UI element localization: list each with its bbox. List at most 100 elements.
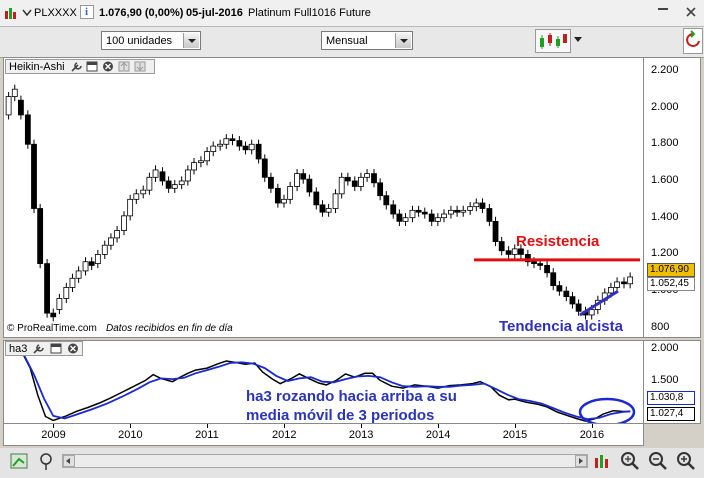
x-tick-mark	[437, 424, 439, 428]
minimize-icon[interactable]	[658, 8, 668, 10]
cursor-icon[interactable]	[38, 452, 56, 472]
horizontal-scrollbar[interactable]	[62, 454, 588, 468]
candle-body	[50, 312, 57, 318]
x-tick-label: 2011	[195, 429, 219, 441]
y-tick-label: 2.000	[651, 341, 679, 354]
window-icon[interactable]	[50, 343, 62, 354]
time-axis-labels: 2009 2010 2011 2012 2013 2014 2015 2016	[4, 424, 644, 444]
trend-line	[579, 289, 619, 317]
chevron-left-icon	[66, 458, 70, 464]
sync-button[interactable]	[683, 28, 703, 54]
candle-body	[544, 265, 550, 274]
candle-body	[608, 287, 614, 294]
candle-body	[569, 296, 576, 305]
candle-body	[75, 270, 82, 279]
candle-body	[460, 209, 467, 213]
period-select[interactable]: Mensual	[321, 31, 413, 50]
y-tick-label: 1.400	[651, 210, 679, 223]
candle-body	[159, 171, 166, 182]
chevron-down-icon[interactable]	[573, 36, 583, 44]
candle-body	[242, 145, 249, 151]
trend-annotation: Tendencia alcista	[499, 318, 623, 335]
candle-body	[556, 285, 563, 292]
ticker-symbol: PLXXXX	[34, 7, 77, 19]
candle-body	[217, 143, 224, 147]
candle-body	[261, 158, 268, 178]
candle-body	[165, 180, 172, 189]
indicator-panel-header: ha3	[5, 341, 83, 356]
candle-body	[383, 195, 390, 206]
zoom-in-icon[interactable]	[676, 451, 696, 473]
candle-body	[63, 287, 70, 299]
chevron-down-icon[interactable]	[395, 33, 411, 48]
move-down-icon[interactable]	[134, 61, 146, 72]
move-up-icon[interactable]	[118, 61, 130, 72]
chart-type-button[interactable]	[535, 29, 571, 53]
scroll-left-button[interactable]	[63, 455, 75, 467]
x-tick-label: 2010	[118, 429, 143, 441]
chevron-down-icon[interactable]	[183, 33, 199, 48]
candle-body	[281, 198, 287, 204]
candle-body	[287, 186, 294, 200]
candle-body	[5, 96, 12, 116]
zoom-out-icon[interactable]	[648, 451, 668, 473]
main-chart-panel[interactable]	[3, 57, 644, 338]
candle-body	[371, 173, 377, 184]
candle-body	[18, 99, 24, 116]
candle-body	[133, 193, 140, 200]
candle-body	[550, 272, 557, 287]
close-icon[interactable]	[67, 343, 79, 354]
candle-body	[518, 248, 524, 255]
price-axis	[644, 57, 701, 338]
candle-body	[588, 309, 595, 316]
instrument-name: Platinum Full1016 Future	[248, 7, 371, 19]
chevron-down-icon[interactable]	[22, 9, 32, 17]
zoom-fit-icon[interactable]	[620, 451, 640, 473]
x-tick-mark	[130, 424, 132, 428]
candle-body	[409, 209, 416, 219]
main-chart-svg	[5, 84, 640, 322]
candle-body	[511, 248, 518, 255]
candle-body	[505, 250, 512, 255]
candle-body	[191, 162, 197, 171]
y-tick-label: 1.200	[651, 247, 679, 260]
bottom-bar	[0, 448, 704, 478]
candle-body	[88, 261, 95, 266]
candle-body	[101, 244, 108, 255]
quote-date: 05-jul-2016	[186, 7, 243, 19]
candle-body	[498, 241, 505, 252]
credit-text: © ProRealTime.com	[7, 323, 97, 334]
window-title-bar: PLXXXX i 1.076,90 (0,00%) 05-jul-2016 Pl…	[0, 0, 704, 27]
scroll-right-button[interactable]	[575, 455, 587, 467]
candle-body	[268, 176, 274, 189]
units-select-value: 100 unidades	[106, 35, 173, 47]
add-indicator-icon[interactable]	[594, 452, 612, 472]
wrench-icon[interactable]	[70, 61, 82, 72]
candle-body	[127, 198, 134, 217]
candle-body	[56, 298, 63, 310]
window-icon[interactable]	[86, 61, 98, 72]
candle-body	[492, 220, 499, 242]
candle-body	[479, 202, 486, 209]
candle-body	[94, 254, 101, 264]
close-icon[interactable]	[684, 5, 698, 19]
second-price-box: 1.052,45	[647, 277, 695, 291]
highlight-ellipse	[578, 397, 636, 423]
candle-body	[467, 206, 474, 211]
units-select[interactable]: 100 unidades	[101, 31, 201, 50]
candle-body	[454, 209, 460, 213]
info-icon[interactable]: i	[80, 5, 94, 19]
candle-body	[537, 263, 544, 266]
candle-body	[294, 173, 300, 187]
close-icon[interactable]	[102, 61, 114, 72]
candle-body	[82, 261, 89, 272]
draw-tools-icon[interactable]	[10, 452, 30, 472]
candle-body	[415, 209, 422, 213]
x-tick-label: 2012	[272, 429, 297, 441]
candle-body	[11, 88, 18, 97]
candle-body	[524, 254, 531, 263]
candle-body	[121, 215, 127, 231]
x-tick-mark	[53, 424, 55, 428]
candle-body	[402, 217, 409, 222]
wrench-icon[interactable]	[32, 343, 44, 354]
